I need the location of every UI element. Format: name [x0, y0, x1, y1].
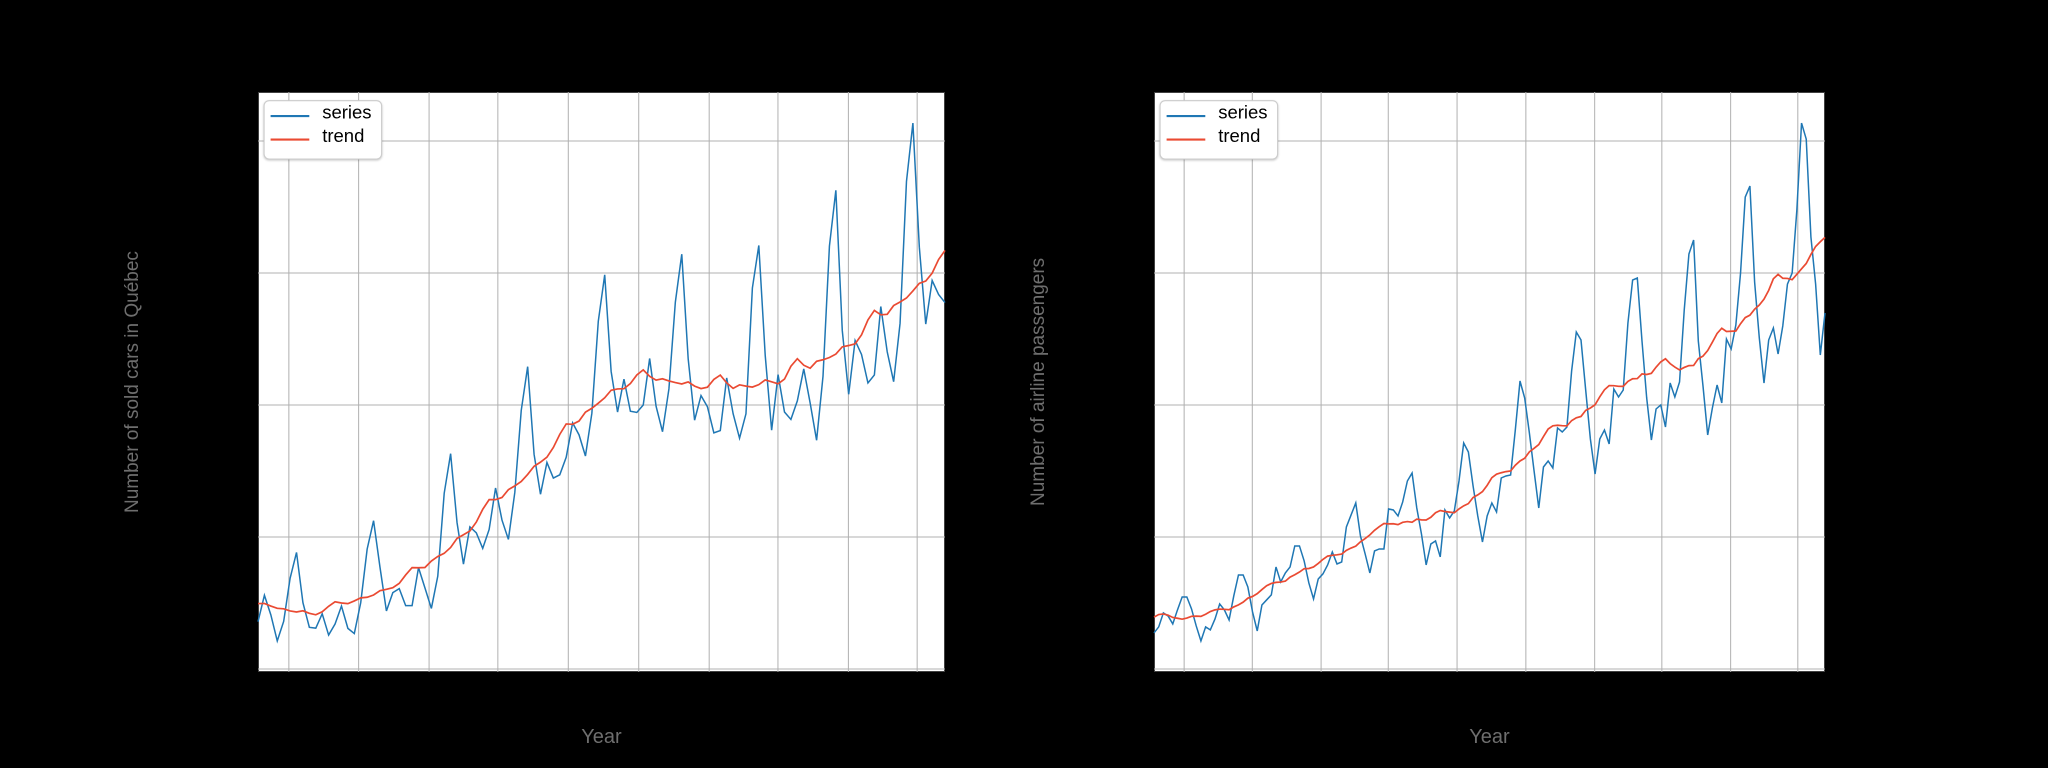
svg-text:series: series: [322, 102, 371, 123]
svg-text:trend: trend: [1218, 125, 1260, 146]
svg-text:series: series: [1218, 102, 1267, 123]
svg-text:trend: trend: [322, 125, 364, 146]
